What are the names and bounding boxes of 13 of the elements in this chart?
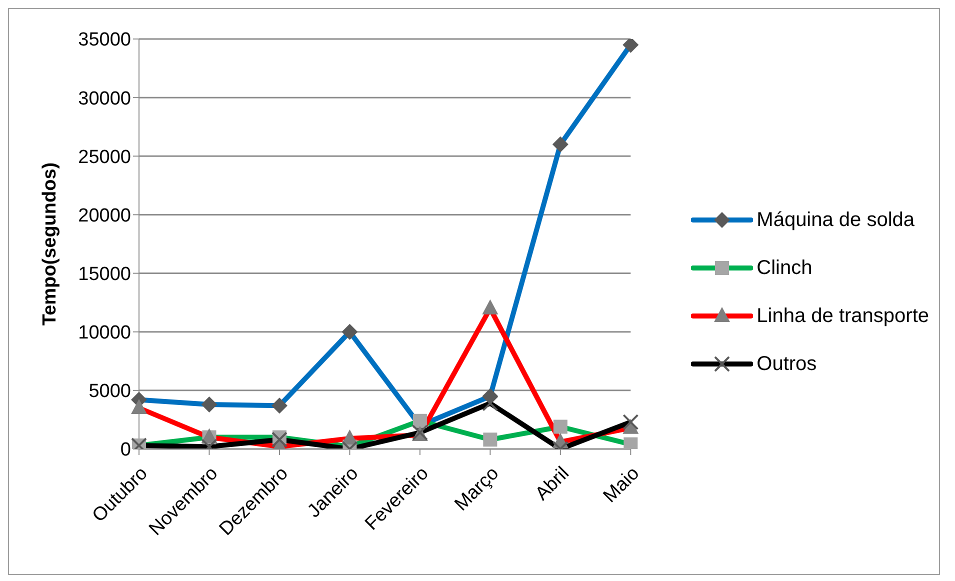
y-tick-label: 5000	[88, 381, 131, 402]
y-tick-label: 25000	[78, 146, 131, 168]
y-tick-label: 20000	[78, 205, 131, 226]
y-tick-label: 30000	[78, 88, 131, 110]
legend-label: Linha de transporte	[756, 304, 929, 328]
legend-label: Clinch	[756, 256, 812, 280]
y-tick-label: 10000	[78, 322, 131, 344]
y-axis-title: Tempo(segundos)	[40, 162, 61, 326]
legend-label: Máquina de solda	[756, 208, 915, 232]
y-tick-label: 35000	[78, 30, 131, 51]
y-tick-label: 15000	[78, 264, 131, 286]
legend-label: Outros	[756, 352, 817, 376]
y-tick-label: 0	[120, 440, 131, 461]
